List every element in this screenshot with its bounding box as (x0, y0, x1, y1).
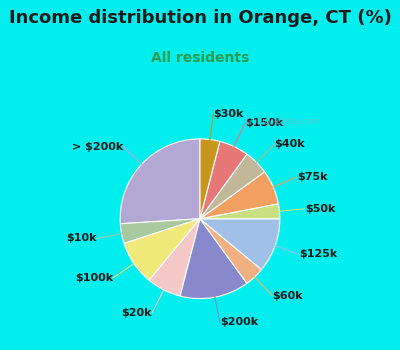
Wedge shape (200, 141, 247, 219)
Wedge shape (200, 204, 280, 219)
Wedge shape (200, 172, 278, 219)
Text: Income distribution in Orange, CT (%): Income distribution in Orange, CT (%) (8, 9, 392, 27)
Wedge shape (200, 139, 220, 219)
Text: $60k: $60k (272, 290, 303, 301)
Text: $40k: $40k (274, 139, 305, 149)
Text: $20k: $20k (122, 308, 152, 318)
Text: All residents: All residents (151, 51, 249, 65)
Text: $50k: $50k (305, 204, 335, 214)
Wedge shape (120, 219, 200, 243)
Text: $75k: $75k (297, 172, 327, 182)
Text: $200k: $200k (220, 317, 258, 327)
Wedge shape (200, 154, 264, 219)
Text: $30k: $30k (213, 109, 244, 119)
Wedge shape (200, 219, 280, 270)
Wedge shape (124, 219, 200, 280)
Wedge shape (200, 219, 262, 284)
Text: > $200k: > $200k (72, 142, 123, 152)
Text: $100k: $100k (75, 273, 113, 283)
Text: $125k: $125k (299, 250, 338, 259)
Wedge shape (120, 139, 200, 224)
Text: $150k: $150k (245, 118, 283, 128)
Text: $10k: $10k (66, 233, 96, 244)
Wedge shape (180, 219, 247, 299)
Wedge shape (149, 219, 200, 296)
Text: © City-Data.com: © City-Data.com (244, 117, 320, 126)
